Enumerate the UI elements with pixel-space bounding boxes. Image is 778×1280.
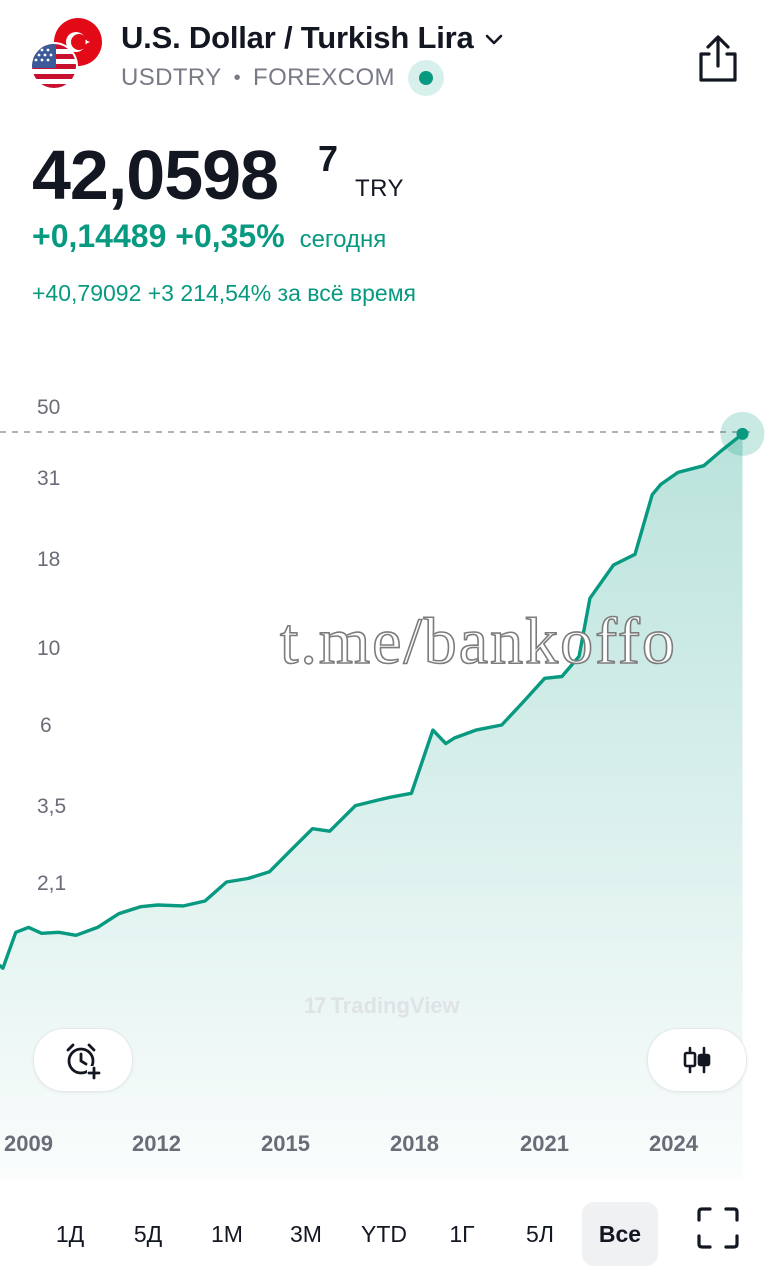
last-price-marker bbox=[736, 427, 749, 440]
change-all-time: +40,79092 +3 214,54% за всё время bbox=[32, 280, 416, 306]
timeframe-1d[interactable]: 1Д bbox=[55, 1221, 85, 1247]
tradingview-logo-icon: 17 bbox=[304, 993, 327, 1018]
chart-type-button[interactable] bbox=[647, 1028, 747, 1092]
y-tick-label: 31 bbox=[37, 467, 61, 490]
y-tick-label: 6 bbox=[40, 714, 52, 737]
last-price: 42,0598 bbox=[32, 136, 279, 214]
price-area bbox=[0, 433, 743, 1180]
price-line bbox=[0, 432, 745, 970]
channel-watermark: t.me/bankoffo bbox=[279, 604, 677, 679]
timeframe-5y[interactable]: 5Л bbox=[526, 1221, 554, 1247]
timeframe-5d[interactable]: 5Д bbox=[133, 1221, 163, 1247]
price-currency: TRY bbox=[355, 175, 405, 202]
x-tick-label: 2018 bbox=[390, 1131, 439, 1156]
y-tick-label: 50 bbox=[37, 396, 61, 419]
y-tick-label: 10 bbox=[37, 637, 61, 660]
add-alert-icon bbox=[66, 1043, 101, 1080]
y-tick-label: 3,5 bbox=[37, 795, 67, 818]
y-tick-label: 18 bbox=[37, 548, 61, 571]
tradingview-brand: TradingView bbox=[330, 993, 460, 1018]
exchange-name: FOREXCOM bbox=[253, 64, 395, 91]
chevron-down-icon bbox=[485, 34, 502, 45]
x-tick-label: 2021 bbox=[520, 1131, 569, 1156]
header: U.S. Dollar / Turkish Lira USDTRY • FORE… bbox=[0, 0, 778, 110]
timeframe-all[interactable]: Все bbox=[582, 1202, 658, 1266]
y-tick-label: 2,1 bbox=[37, 872, 67, 895]
timeframe-ytd[interactable]: YTD bbox=[361, 1221, 407, 1247]
fullscreen-icon[interactable] bbox=[696, 1206, 740, 1250]
x-tick-label: 2015 bbox=[261, 1131, 310, 1156]
tradingview-watermark: 17 TradingView bbox=[304, 993, 460, 1019]
candlestick-icon bbox=[683, 1046, 711, 1074]
timeframe-1m[interactable]: 1М bbox=[211, 1221, 243, 1247]
separator-dot: • bbox=[233, 66, 242, 89]
price-chart[interactable] bbox=[0, 380, 778, 1180]
x-tick-label: 2009 bbox=[4, 1131, 53, 1156]
currency-pair-flags-icon bbox=[30, 18, 102, 90]
x-tick-label: 2024 bbox=[649, 1131, 698, 1156]
change-today-label: сегодня bbox=[299, 226, 387, 253]
symbol-subtitle: USDTRY • FOREXCOM bbox=[121, 64, 395, 92]
change-today-value: +0,14489 +0,35% bbox=[32, 218, 285, 254]
timeframe-1y[interactable]: 1Г bbox=[449, 1221, 475, 1247]
symbol-title: U.S. Dollar / Turkish Lira bbox=[121, 20, 474, 55]
share-icon[interactable] bbox=[696, 34, 740, 84]
timeframe-selector: 1Д 5Д 1М 3М YTD 1Г 5Л Все bbox=[0, 1192, 778, 1266]
change-today: +0,14489 +0,35% сегодня bbox=[32, 218, 386, 255]
add-alert-button[interactable] bbox=[33, 1028, 133, 1092]
last-price-fraction: 7 bbox=[318, 138, 339, 179]
timeframe-3m[interactable]: 3М bbox=[290, 1221, 322, 1247]
ticker-symbol: USDTRY bbox=[121, 64, 222, 91]
market-status-icon[interactable] bbox=[408, 60, 444, 96]
x-tick-label: 2012 bbox=[132, 1131, 181, 1156]
symbol-title-button[interactable]: U.S. Dollar / Turkish Lira bbox=[121, 20, 504, 56]
